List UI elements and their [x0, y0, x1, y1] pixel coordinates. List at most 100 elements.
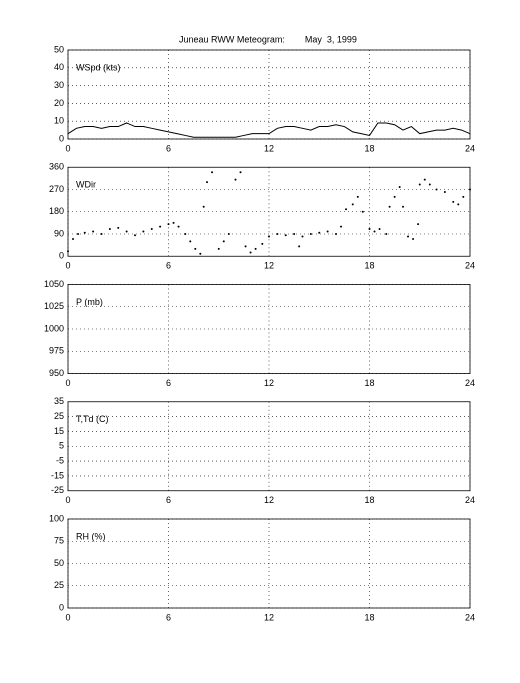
wind-dir-point — [276, 233, 279, 235]
wind-dir-point — [457, 203, 460, 206]
y-tick-label: 360 — [49, 162, 64, 172]
axes-box — [67, 284, 471, 374]
wind-dir-point — [194, 247, 197, 250]
wind-dir-point — [345, 208, 348, 211]
wind-dir-point — [301, 235, 304, 238]
x-tick-label: 0 — [65, 261, 70, 271]
y-tick-label: 1025 — [44, 301, 64, 311]
y-tick-label: 975 — [49, 346, 64, 356]
x-tick-label: 18 — [364, 143, 374, 153]
wind-dir-point — [293, 233, 296, 235]
wind-dir-point — [340, 225, 343, 228]
wind-dir-point — [77, 233, 80, 235]
wind-dir-point — [134, 234, 136, 237]
x-tick-label: 0 — [65, 378, 70, 388]
x-tick-label: 12 — [264, 612, 274, 622]
y-tick-label: 50 — [54, 558, 64, 568]
y-tick-label: 270 — [49, 184, 64, 194]
wind-dir-point — [351, 203, 354, 206]
wind-dir-point — [417, 223, 420, 226]
x-tick-label: 0 — [65, 495, 70, 505]
wind-dir-point — [92, 230, 95, 233]
x-tick-label: 6 — [166, 261, 171, 271]
wind-dir-point — [284, 234, 287, 237]
y-tick-label: 100 — [49, 513, 64, 523]
wind-dir-point — [412, 237, 415, 240]
wind-dir-point — [388, 205, 391, 208]
y-tick-label: 40 — [54, 62, 64, 72]
x-tick-label: 24 — [465, 143, 475, 153]
wind-dir-point — [402, 205, 404, 208]
y-tick-label: 20 — [54, 98, 64, 108]
y-tick-label: 1050 — [44, 279, 64, 289]
wind-dir-point — [206, 181, 209, 184]
wind-dir-point — [335, 233, 337, 235]
axes-box — [67, 166, 471, 257]
wind-dir-point — [177, 225, 180, 228]
x-tick-label: 12 — [264, 261, 274, 271]
axes-box — [67, 518, 471, 609]
wind-dir-point — [239, 171, 242, 174]
panel-label: RH (%) — [76, 531, 106, 541]
x-tick-label: 0 — [65, 612, 70, 622]
wind-dir-point — [142, 230, 145, 233]
wind-dir-point — [318, 231, 321, 234]
y-tick-label: 25 — [54, 580, 64, 590]
wind-dir-point — [373, 230, 376, 233]
wind-dir-point — [462, 195, 465, 198]
x-tick-label: 18 — [364, 495, 374, 505]
wind-dir-point — [83, 231, 86, 234]
y-tick-label: 75 — [54, 536, 64, 546]
wind-dir-point — [184, 233, 187, 235]
wind-dir-point — [435, 188, 438, 191]
wind-dir-point — [418, 183, 421, 186]
wind-dir-point — [378, 228, 381, 231]
wind-dir-point — [100, 233, 103, 235]
y-tick-label: -25 — [51, 485, 64, 495]
y-tick-label: 0 — [59, 133, 64, 143]
wind-dir-point — [150, 228, 153, 231]
x-tick-label: 24 — [465, 612, 475, 622]
wind-dir-point — [398, 186, 401, 189]
panel-label: WDir — [76, 180, 96, 190]
wind-speed-line — [67, 122, 471, 138]
wind-dir-point — [407, 235, 410, 238]
y-tick-label: 0 — [59, 251, 64, 261]
panel-label: P (mb) — [76, 297, 103, 307]
panel-label: T,Td (C) — [76, 414, 109, 424]
wind-dir-point — [72, 237, 75, 240]
x-tick-label: 6 — [166, 612, 171, 622]
wind-dir-point — [393, 195, 396, 198]
y-tick-label: 10 — [54, 116, 64, 126]
x-tick-label: 24 — [465, 378, 475, 388]
wind-dir-point — [108, 228, 111, 231]
chart-title: Juneau RWW Meteogram: May 3, 1999 — [179, 34, 357, 44]
y-tick-label: 5 — [59, 441, 64, 451]
x-tick-label: 12 — [264, 378, 274, 388]
x-tick-label: 0 — [65, 143, 70, 153]
wind-dir-point — [211, 171, 214, 174]
y-tick-label: 25 — [54, 411, 64, 421]
wind-dir-point — [326, 230, 329, 233]
panel-label: WSpd (kts) — [76, 62, 121, 72]
y-tick-label: 35 — [54, 396, 64, 406]
wind-dir-point — [309, 233, 312, 235]
wind-dir-point — [227, 233, 230, 235]
wind-dir-point — [249, 251, 252, 254]
x-tick-label: 24 — [465, 495, 475, 505]
x-tick-label: 18 — [364, 378, 374, 388]
axes-box — [67, 401, 471, 492]
wind-dir-point — [368, 228, 371, 231]
wind-dir-point — [159, 225, 162, 228]
x-tick-label: 12 — [264, 143, 274, 153]
y-tick-label: 180 — [49, 206, 64, 216]
wind-dir-point — [189, 240, 192, 243]
axes-box — [67, 49, 471, 140]
y-tick-label: 90 — [54, 228, 64, 238]
wind-dir-point — [356, 195, 359, 198]
y-tick-label: 30 — [54, 80, 64, 90]
wind-dir-point — [234, 178, 237, 181]
x-tick-label: 18 — [364, 612, 374, 622]
